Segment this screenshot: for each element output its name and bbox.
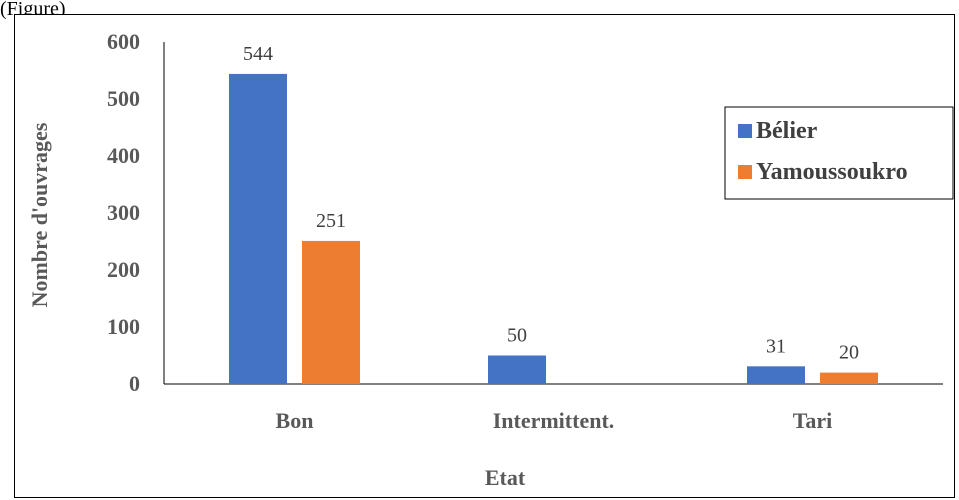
x-tick-label: Bon <box>276 408 314 433</box>
legend-label: Bélier <box>756 118 818 144</box>
y-tick-labels: 0 100 200 300 400 500 600 <box>107 29 140 396</box>
y-tick-label: 100 <box>107 314 140 339</box>
y-tick-label: 0 <box>129 371 140 396</box>
y-axis-title: Nombre d'ouvrages <box>27 122 52 307</box>
y-tick-label: 400 <box>107 143 140 168</box>
category-labels: Bon Intermittent. Tari <box>276 408 833 433</box>
legend-swatch <box>738 165 752 179</box>
bar <box>302 240 360 384</box>
chart-frame <box>14 14 955 498</box>
bar <box>820 372 878 384</box>
y-tick-label: 200 <box>107 257 140 282</box>
data-label: 20 <box>839 342 859 364</box>
y-tick-label: 500 <box>107 86 140 111</box>
x-axis-title: Etat <box>485 465 526 490</box>
y-tick-label: 600 <box>107 29 140 54</box>
legend-box <box>724 106 954 200</box>
x-tick-label: Intermittent. <box>493 408 615 433</box>
data-label: 50 <box>507 325 527 347</box>
chart-axes <box>163 42 943 385</box>
y-tick-label: 300 <box>107 200 140 225</box>
data-labels: 544 251 50 31 20 <box>243 43 859 364</box>
legend-label: Yamoussoukro <box>756 159 908 185</box>
bars <box>229 73 878 385</box>
data-label: 251 <box>316 210 346 232</box>
data-label: 31 <box>766 335 786 357</box>
bar <box>488 355 546 384</box>
bar <box>229 73 287 385</box>
legend-swatch <box>738 124 752 138</box>
data-label: 544 <box>243 43 273 65</box>
bar <box>747 366 805 384</box>
x-tick-label: Tari <box>793 408 833 433</box>
legend: Bélier Yamoussoukro <box>724 106 954 200</box>
